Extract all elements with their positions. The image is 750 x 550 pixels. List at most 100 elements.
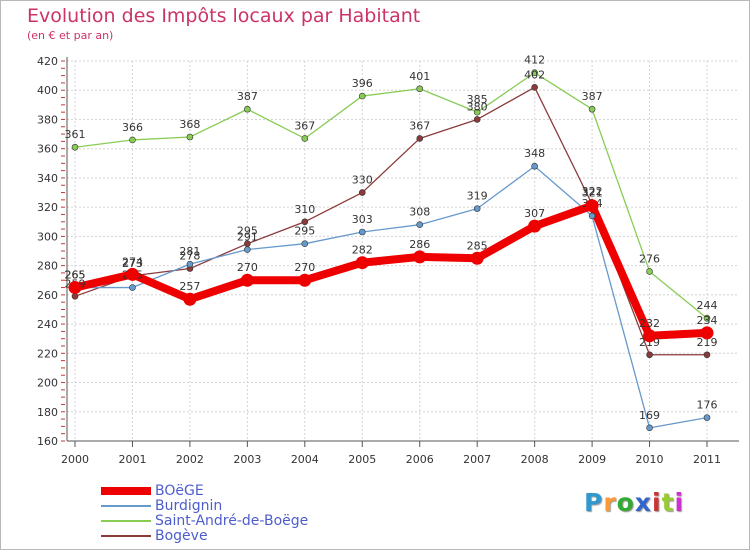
y-tick-label: 360: [37, 143, 58, 156]
data-point-burdignin: [244, 246, 251, 253]
x-tick-label: 2005: [348, 453, 376, 466]
data-point-burdignin: [646, 424, 653, 432]
y-tick-label: 180: [37, 406, 58, 419]
data-point-saint-andr-de-bo-ge: [646, 268, 653, 275]
data-point-bo-ge: [183, 292, 197, 306]
data-point-bo-ge: [585, 199, 599, 213]
logo-letter: o: [616, 488, 635, 517]
legend-item: Saint-André-de-Boëge: [101, 513, 361, 529]
x-tick-label: 2003: [233, 453, 261, 466]
y-tick-label: 380: [37, 113, 58, 126]
data-label-saint-andr-de-bo-ge: 366: [122, 121, 143, 134]
data-label-saint-andr-de-bo-ge: 387: [237, 90, 258, 103]
data-label-bog-ve: 295: [237, 225, 258, 238]
data-point-bog-ve: [71, 293, 79, 300]
data-label-bo-ge: 321: [582, 187, 603, 200]
data-point-saint-andr-de-bo-ge: [71, 143, 79, 151]
data-label-bo-ge: 274: [122, 255, 143, 268]
y-tick-label: 220: [37, 347, 58, 360]
x-tick-label: 2002: [176, 453, 204, 466]
data-point-saint-andr-de-bo-ge: [186, 133, 194, 141]
data-label-saint-andr-de-bo-ge: 396: [352, 77, 373, 90]
legend-label: Bogève: [155, 528, 208, 544]
data-label-saint-andr-de-bo-ge: 412: [524, 54, 545, 67]
data-label-bog-ve: 278: [179, 250, 200, 263]
data-label-bog-ve: 310: [294, 203, 315, 216]
data-label-burdignin: 265: [65, 269, 86, 282]
data-point-saint-andr-de-bo-ge: [531, 69, 538, 76]
data-point-burdignin: [416, 221, 424, 228]
x-tick-label: 2006: [406, 453, 434, 466]
y-tick-label: 400: [37, 84, 58, 97]
data-point-saint-andr-de-bo-ge: [473, 108, 481, 116]
data-point-burdignin: [129, 284, 136, 291]
data-point-burdignin: [301, 240, 309, 247]
data-point-saint-andr-de-bo-ge: [301, 135, 309, 142]
data-point-saint-andr-de-bo-ge: [588, 105, 596, 113]
data-point-burdignin: [473, 205, 481, 212]
data-point-burdignin: [358, 228, 366, 236]
data-point-saint-andr-de-bo-ge: [244, 105, 251, 113]
data-point-burdignin: [531, 162, 538, 170]
legend-swatch: [101, 520, 151, 522]
y-tick-label: 320: [37, 201, 58, 214]
data-point-bo-ge: [470, 251, 484, 265]
x-tick-label: 2007: [463, 453, 491, 466]
data-label-bo-ge: 282: [352, 244, 373, 257]
x-tick-label: 2000: [61, 453, 89, 466]
data-label-saint-andr-de-bo-ge: 368: [179, 118, 200, 131]
data-point-bog-ve: [416, 135, 424, 142]
chart-subtitle: (en € et par an): [27, 29, 114, 42]
data-point-bo-ge: [643, 329, 657, 343]
data-point-bo-ge: [528, 219, 542, 233]
data-label-bog-ve: 402: [524, 68, 545, 81]
series-line-saint-andr-de-bo-ge: [74, 72, 708, 319]
y-tick-label: 260: [37, 289, 58, 302]
data-label-bo-ge: 307: [524, 207, 545, 220]
y-tick-label: 160: [37, 435, 58, 448]
data-point-bo-ge: [68, 281, 82, 295]
data-point-bo-ge: [355, 256, 369, 270]
chart-title: Evolution des Impôts locaux par Habitant: [27, 5, 421, 27]
data-label-burdignin: 348: [524, 147, 545, 160]
data-label-bo-ge: 285: [467, 239, 488, 252]
data-point-bog-ve: [301, 218, 309, 226]
legend-swatch: [101, 505, 151, 507]
logo-letter: i: [674, 488, 685, 517]
logo-letter: t: [661, 488, 675, 517]
data-label-saint-andr-de-bo-ge: 385: [467, 93, 488, 106]
y-tick-label: 340: [37, 172, 58, 185]
data-point-burdignin: [186, 260, 194, 268]
logo-letter: x: [634, 488, 652, 517]
series-line-bo-ge: [71, 201, 711, 340]
data-point-bog-ve: [646, 351, 653, 359]
data-label-bo-ge: 270: [294, 261, 315, 274]
data-point-burdignin: [588, 212, 596, 220]
data-label-saint-andr-de-bo-ge: 244: [697, 299, 718, 312]
data-label-bog-ve: 330: [352, 174, 373, 187]
data-label-burdignin: 291: [237, 231, 258, 244]
y-tick-label: 300: [37, 230, 58, 243]
data-label-burdignin: 319: [467, 190, 488, 203]
x-tick-label: 2009: [578, 453, 606, 466]
logo-letter: i: [652, 488, 662, 517]
data-label-saint-andr-de-bo-ge: 387: [582, 90, 603, 103]
data-label-bog-ve: 219: [697, 336, 718, 349]
logo-letter: P: [584, 488, 604, 517]
data-label-bo-ge: 270: [237, 261, 258, 274]
data-label-burdignin: 281: [179, 245, 200, 258]
x-tick-label: 2010: [636, 453, 664, 466]
data-point-bo-ge: [700, 326, 714, 340]
x-tick-label: 2011: [693, 453, 721, 466]
data-label-burdignin: 308: [409, 206, 430, 219]
legend-label: Saint-André-de-Boëge: [155, 513, 309, 529]
data-label-burdignin: 303: [352, 213, 373, 226]
data-label-burdignin: 295: [294, 225, 315, 238]
data-label-bo-ge: 257: [179, 280, 200, 293]
y-tick-label: 200: [37, 377, 58, 390]
legend-item: BOëGE: [101, 483, 361, 499]
data-point-saint-andr-de-bo-ge: [129, 136, 136, 144]
data-label-bo-ge: 234: [697, 314, 718, 327]
data-point-bog-ve: [473, 116, 481, 123]
